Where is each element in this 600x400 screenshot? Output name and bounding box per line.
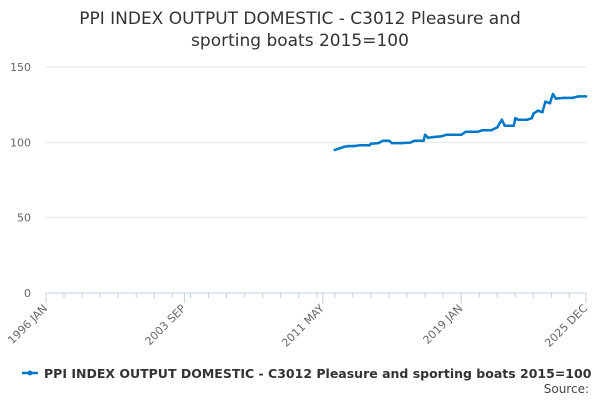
data-point[interactable] [562, 96, 565, 100]
x-tick-label: 2011 MAY [279, 302, 327, 350]
x-tick-label: 1996 JAN [5, 302, 50, 347]
y-tick-label: 100 [10, 136, 31, 149]
data-point[interactable] [338, 147, 341, 150]
data-point[interactable] [422, 139, 425, 143]
data-point[interactable] [489, 129, 493, 132]
data-point[interactable] [333, 148, 337, 152]
data-point[interactable] [541, 110, 544, 114]
grid [46, 66, 586, 219]
data-point[interactable] [503, 124, 507, 128]
data-point[interactable] [390, 141, 394, 145]
data-point[interactable] [517, 118, 520, 121]
data-point[interactable] [440, 135, 443, 138]
data-point[interactable] [377, 141, 380, 145]
data-point[interactable] [431, 135, 434, 139]
y-axis: 0 50 100 150 [10, 61, 31, 300]
plot-area [333, 92, 588, 152]
data-point[interactable] [526, 118, 529, 121]
data-point[interactable] [514, 116, 517, 120]
data-point[interactable] [551, 92, 555, 96]
data-point[interactable] [496, 126, 499, 129]
y-tick-label: 50 [17, 212, 31, 225]
data-point[interactable] [512, 124, 516, 128]
data-point[interactable] [453, 133, 457, 137]
data-point[interactable] [347, 144, 350, 148]
legend[interactable]: PPI INDEX OUTPUT DOMESTIC - C3012 Pleasu… [22, 366, 592, 381]
data-point[interactable] [387, 139, 391, 143]
data-point[interactable] [500, 118, 504, 121]
data-point[interactable] [536, 109, 540, 112]
legend-dot-marker [27, 370, 33, 376]
data-point[interactable] [426, 136, 430, 140]
data-point[interactable] [369, 142, 373, 146]
x-axis: 1996 JAN 2003 SEP 2011 MAY 2019 JAN 2025 DEC [5, 292, 590, 350]
legend-label: PPI INDEX OUTPUT DOMESTIC - C3012 Pleasu… [44, 366, 592, 381]
data-point[interactable] [530, 116, 534, 120]
data-point[interactable] [423, 133, 427, 137]
data-point[interactable] [548, 101, 552, 105]
x-tick-label: 2019 JAN [421, 302, 466, 347]
source-label[interactable]: Source: [544, 382, 589, 396]
series-line[interactable] [333, 92, 588, 152]
data-point[interactable] [464, 130, 468, 134]
data-point[interactable] [554, 97, 558, 100]
data-point[interactable] [480, 129, 484, 132]
data-point[interactable] [413, 139, 416, 143]
data-point[interactable] [459, 133, 463, 137]
y-tick-label: 0 [24, 287, 31, 300]
chart-title-line-1: PPI INDEX OUTPUT DOMESTIC - C3012 Pleasu… [79, 9, 521, 29]
data-point[interactable] [544, 100, 547, 103]
x-tick-label: 2003 SEP [142, 302, 188, 348]
data-point[interactable] [532, 112, 535, 115]
data-point[interactable] [408, 141, 412, 144]
data-point[interactable] [359, 144, 362, 147]
data-point[interactable] [577, 95, 580, 98]
y-tick-label: 150 [10, 61, 31, 74]
data-point[interactable] [342, 145, 346, 149]
data-point[interactable] [399, 141, 403, 145]
data-point[interactable] [351, 144, 355, 148]
x-tick-label: 2025 DEC [542, 302, 590, 350]
data-point[interactable] [444, 133, 448, 137]
data-point[interactable] [381, 139, 385, 143]
data-point[interactable] [584, 95, 588, 98]
data-point[interactable] [476, 130, 480, 134]
chart-title-line-2: sporting boats 2015=100 [191, 31, 409, 51]
data-point[interactable] [571, 96, 574, 100]
